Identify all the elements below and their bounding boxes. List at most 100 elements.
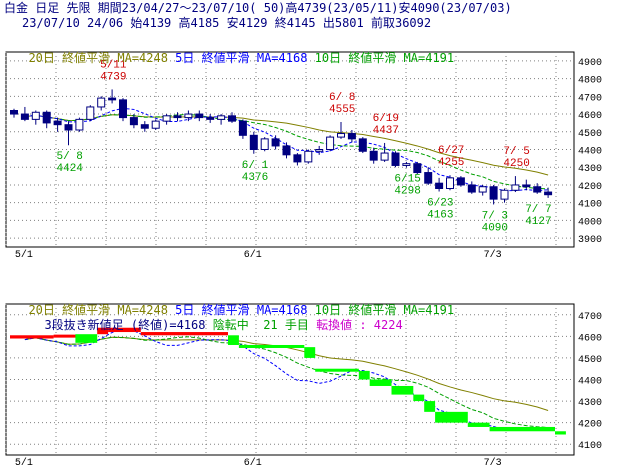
y-tick-label: 4700 [578, 93, 602, 104]
candle-body [151, 120, 160, 129]
candle-body [533, 186, 542, 193]
candle-body [162, 115, 171, 122]
candle-body [369, 150, 378, 161]
high-annotation: 6/27 [438, 145, 464, 157]
y-tick-label: 4200 [578, 182, 602, 193]
low-annotation: 6/23 [427, 198, 453, 210]
top-chart-x-axis: 5/1 6/1 7/3 [15, 249, 502, 261]
candle-body [140, 124, 149, 129]
ma10-line [24, 336, 549, 428]
candle-body [347, 133, 356, 140]
candle-body [238, 120, 247, 136]
step-count: 21 手目 [263, 318, 309, 332]
high-annotation: 4739 [100, 71, 126, 83]
candle-body [500, 189, 509, 200]
candle-body [522, 184, 531, 188]
low-annotation: 7/ 7 [525, 204, 551, 216]
candle-body [511, 184, 520, 191]
down-brick [489, 426, 555, 432]
low-annotation: 4163 [427, 210, 453, 222]
candle-body [282, 145, 291, 156]
up-brick [108, 327, 141, 333]
candle-body [217, 115, 226, 120]
up-brick [97, 327, 109, 335]
y-tick-label: 4300 [578, 398, 602, 409]
candle-body [64, 124, 73, 131]
top-chart-candles [10, 89, 553, 205]
high-annotation: 4255 [438, 157, 464, 169]
low-annotation: 4090 [482, 222, 508, 234]
candle-body [391, 152, 400, 166]
candle-body [315, 149, 324, 152]
bottom-legend-ma20: 20日 終値平滑 MA=4248 [28, 303, 168, 317]
candle-body [86, 106, 95, 120]
up-brick [10, 335, 54, 339]
y-tick-label: 4800 [578, 76, 602, 87]
bottom-chart-y-axis: 4100 4200 4300 4400 4500 4600 4700 [578, 312, 602, 452]
down-brick [369, 379, 392, 386]
down-brick [358, 370, 370, 380]
candle-body [97, 97, 106, 108]
candle-body [184, 113, 193, 119]
trend-state: 陰転中 [212, 318, 249, 332]
down-brick [75, 334, 98, 343]
low-annotation: 5/ 8 [57, 151, 83, 163]
candle-body [195, 113, 204, 119]
candle-body [544, 191, 553, 196]
candle-body [42, 111, 51, 124]
candle-body [10, 110, 18, 115]
y-tick-label: 4400 [578, 377, 602, 388]
header-line-2: 23/07/10 24/06 始4139 高4185 安4129 終4145 出… [22, 16, 432, 30]
candle-body [402, 163, 411, 166]
y-tick-label: 4700 [578, 312, 602, 323]
low-annotation: 4127 [525, 216, 551, 228]
high-annotation: 4437 [373, 125, 399, 137]
top-chart-y-axis: 3900 4000 4100 4200 4300 4400 4500 4600 4700 4800… [578, 58, 602, 246]
y-tick-label: 4300 [578, 164, 602, 175]
top-legend-ma5: 5日 終値平滑 MA=4168 [175, 51, 308, 65]
x-tick-label: 7/3 [484, 457, 502, 469]
y-tick-label: 4100 [578, 441, 602, 452]
three-line-break-label: 3段抜き新値足 (終値)=4168 [44, 318, 206, 332]
candle-body [260, 138, 269, 150]
down-brick [391, 385, 414, 395]
low-annotation: 6/ 1 [242, 160, 269, 172]
top-legend-ma10: 10日 終値平滑 MA=4191 [314, 51, 455, 65]
candle-body [173, 115, 182, 119]
x-tick-label: 7/3 [484, 249, 502, 261]
candle-body [31, 111, 40, 120]
x-tick-label: 5/1 [15, 249, 33, 261]
candle-body [271, 138, 280, 147]
up-brick [53, 334, 87, 338]
down-brick [424, 401, 436, 412]
y-tick-label: 4900 [578, 58, 602, 69]
low-annotation: 4376 [242, 172, 268, 184]
high-annotation: 6/19 [373, 113, 399, 125]
ma10-line [24, 113, 549, 190]
candle-body [206, 117, 215, 120]
high-annotation: 4555 [329, 104, 355, 116]
bottom-legend-ma10: 10日 終値平滑 MA=4191 [314, 303, 455, 317]
y-tick-label: 4600 [578, 333, 602, 344]
y-tick-label: 3900 [578, 235, 602, 246]
candle-body [249, 134, 258, 150]
candle-body [304, 150, 313, 163]
high-annotation: 7/ 5 [503, 146, 529, 158]
candle-body [119, 99, 127, 119]
candle-body [108, 97, 117, 101]
bottom-legend: 20日 終値平滑 MA=4248 5日 終値平滑 MA=4168 10日 終値平… [14, 289, 454, 317]
down-brick [315, 368, 359, 372]
bottom-legend-2: 3段抜き新値足 (終値)=4168 陰転中 21 手目 転換値 : 4224 [30, 304, 402, 332]
down-brick [238, 344, 305, 348]
candle-body [424, 172, 433, 184]
x-tick-label: 6/1 [244, 249, 262, 261]
x-tick-label: 5/1 [15, 457, 33, 469]
candle-body [435, 182, 444, 190]
candle-body [326, 136, 335, 151]
down-brick [413, 394, 425, 402]
high-annotation: 5/11 [100, 59, 127, 71]
low-annotation: 4424 [57, 163, 84, 175]
bottom-chart-bricks [10, 327, 566, 435]
down-brick [435, 411, 468, 423]
